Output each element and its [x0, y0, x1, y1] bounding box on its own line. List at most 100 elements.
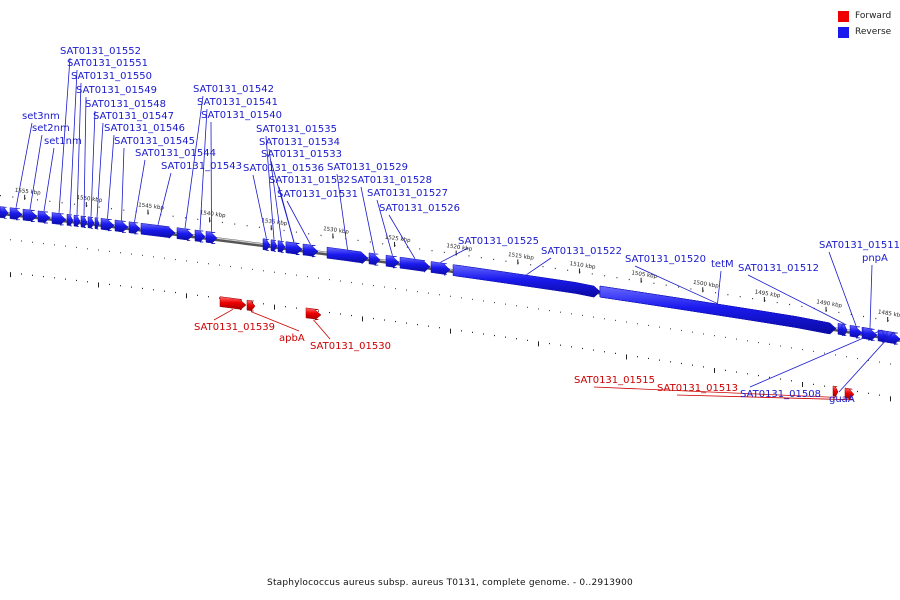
gene-arrow[interactable]	[87, 216, 95, 229]
guide-dot	[131, 286, 132, 288]
gene-label[interactable]: SAT0131_01541	[197, 97, 278, 108]
gene-label[interactable]: SAT0131_01543	[161, 161, 242, 172]
gene-arrow[interactable]	[194, 229, 206, 243]
guide-dot	[648, 357, 649, 360]
gene-label[interactable]: SAT0131_01528	[351, 175, 432, 186]
gene-arrow[interactable]	[94, 217, 100, 230]
gene-arrow[interactable]	[9, 207, 23, 221]
gene-arrow[interactable]	[270, 239, 278, 252]
gene-arrow[interactable]	[176, 227, 194, 242]
gene-label[interactable]: SAT0131_01544	[135, 148, 216, 159]
gene-arrow[interactable]	[22, 208, 38, 223]
gene-arrow[interactable]	[326, 246, 369, 265]
gene-label[interactable]: SAT0131_01534	[259, 137, 340, 148]
gene-label[interactable]: SAT0131_01525	[458, 236, 539, 247]
gene-label[interactable]: SAT0131_01512	[738, 263, 819, 274]
gene-label[interactable]: SAT0131_01532	[269, 175, 350, 186]
ruler-minor-tick	[604, 275, 606, 277]
gene-arrow[interactable]	[140, 222, 176, 239]
leader-line	[107, 134, 115, 219]
gene-label[interactable]: SAT0131_01546	[104, 123, 185, 134]
leader-line	[336, 173, 348, 250]
gene-arrow[interactable]	[385, 254, 400, 269]
gene-label[interactable]: SAT0131_01548	[85, 99, 166, 110]
gene-arrow[interactable]	[80, 215, 88, 228]
guide-dot	[593, 316, 594, 318]
ruler-minor-tick	[789, 303, 791, 306]
gene-arrow[interactable]	[886, 331, 900, 345]
guide-dot	[824, 352, 825, 354]
gene-arrow[interactable]	[862, 327, 878, 342]
gene-label[interactable]: SAT0131_01542	[193, 84, 274, 95]
guide-dot	[252, 301, 253, 303]
gene-label[interactable]: SAT0131_01536	[243, 163, 324, 174]
gene-label[interactable]: SAT0131_01539	[194, 322, 275, 333]
gene-arrow[interactable]	[51, 212, 67, 226]
gene-arrow[interactable]	[452, 264, 601, 298]
gene-label[interactable]: SAT0131_01533	[261, 149, 342, 160]
gene-label[interactable]: apbA	[279, 333, 305, 344]
guide-dot	[725, 369, 726, 371]
gene-label[interactable]: SAT0131_01531	[277, 189, 358, 200]
gene-label[interactable]: SAT0131_01526	[379, 203, 460, 214]
gene-label[interactable]: set2nm	[32, 123, 70, 134]
gene-label[interactable]: SAT0131_01527	[367, 188, 448, 199]
gene-arrow[interactable]	[399, 256, 431, 273]
gene-label[interactable]: SAT0131_01530	[310, 341, 391, 352]
leader-line	[121, 147, 125, 221]
gene-arrow[interactable]	[844, 387, 855, 400]
gene-arrow[interactable]	[100, 218, 115, 232]
gene-label[interactable]: SAT0131_01549	[76, 85, 157, 96]
gene-arrow[interactable]	[114, 219, 129, 233]
gene-label[interactable]: SAT0131_01547	[93, 111, 174, 122]
gene-label[interactable]: SAT0131_01545	[114, 136, 195, 147]
gene-label[interactable]: SAT0131_01551	[67, 58, 148, 69]
gene-arrow[interactable]	[277, 240, 286, 253]
guide-dot	[417, 291, 418, 293]
gene-label[interactable]: SAT0131_01520	[625, 254, 706, 265]
gene-label[interactable]: SAT0131_01513	[657, 383, 738, 394]
gene-arrow[interactable]	[73, 214, 81, 228]
gene-arrow[interactable]	[37, 210, 51, 224]
gene-label[interactable]: tetM	[711, 259, 734, 270]
gene-arrow[interactable]	[66, 214, 74, 227]
gene-label[interactable]: SAT0131_01535	[256, 124, 337, 135]
gene-arrow[interactable]	[205, 231, 218, 244]
gene-arrow[interactable]	[599, 285, 836, 335]
guide-dot	[384, 319, 385, 321]
ruler-minor-tick	[653, 282, 655, 284]
gene-label[interactable]: SAT0131_01550	[71, 71, 152, 82]
gene-label[interactable]: SAT0131_01508	[740, 389, 821, 400]
gene-arrow[interactable]	[262, 238, 271, 251]
gene-arrow[interactable]	[285, 241, 303, 256]
gene-arrow[interactable]	[430, 261, 451, 276]
gene-label[interactable]: SAT0131_01552	[60, 46, 141, 57]
gene-arrow[interactable]	[832, 385, 839, 398]
gene-arrow[interactable]	[368, 252, 381, 266]
gene-arrow[interactable]	[219, 296, 247, 311]
guide-dot	[505, 336, 506, 338]
gene-arrow[interactable]	[305, 307, 322, 321]
guide-dot	[670, 328, 671, 330]
gene-arrow[interactable]	[246, 299, 256, 312]
gene-label[interactable]: SAT0131_01540	[201, 110, 282, 121]
guide-dot	[615, 319, 616, 322]
gene-label[interactable]: set3nm	[22, 111, 60, 122]
ruler-minor-tick	[776, 301, 778, 304]
gene-arrow[interactable]	[849, 324, 863, 339]
gene-arrow[interactable]	[302, 243, 319, 258]
guide-dot	[65, 245, 66, 247]
gene-arrow[interactable]	[841, 323, 848, 337]
gene-label[interactable]: SAT0131_01515	[574, 375, 655, 386]
gene-label[interactable]: SAT0131_01522	[541, 246, 622, 257]
guide-dot	[98, 282, 99, 288]
gene-label[interactable]: set1nm	[44, 136, 82, 147]
guide-dot	[879, 394, 880, 396]
leader-line	[15, 122, 33, 208]
gene-label[interactable]: guaA	[829, 394, 855, 405]
gene-label[interactable]: SAT0131_01511	[819, 240, 900, 251]
guide-dot	[560, 344, 561, 346]
gene-label[interactable]: SAT0131_01529	[327, 162, 408, 173]
gene-arrow[interactable]	[128, 221, 141, 235]
gene-label[interactable]: pnpA	[862, 253, 888, 264]
